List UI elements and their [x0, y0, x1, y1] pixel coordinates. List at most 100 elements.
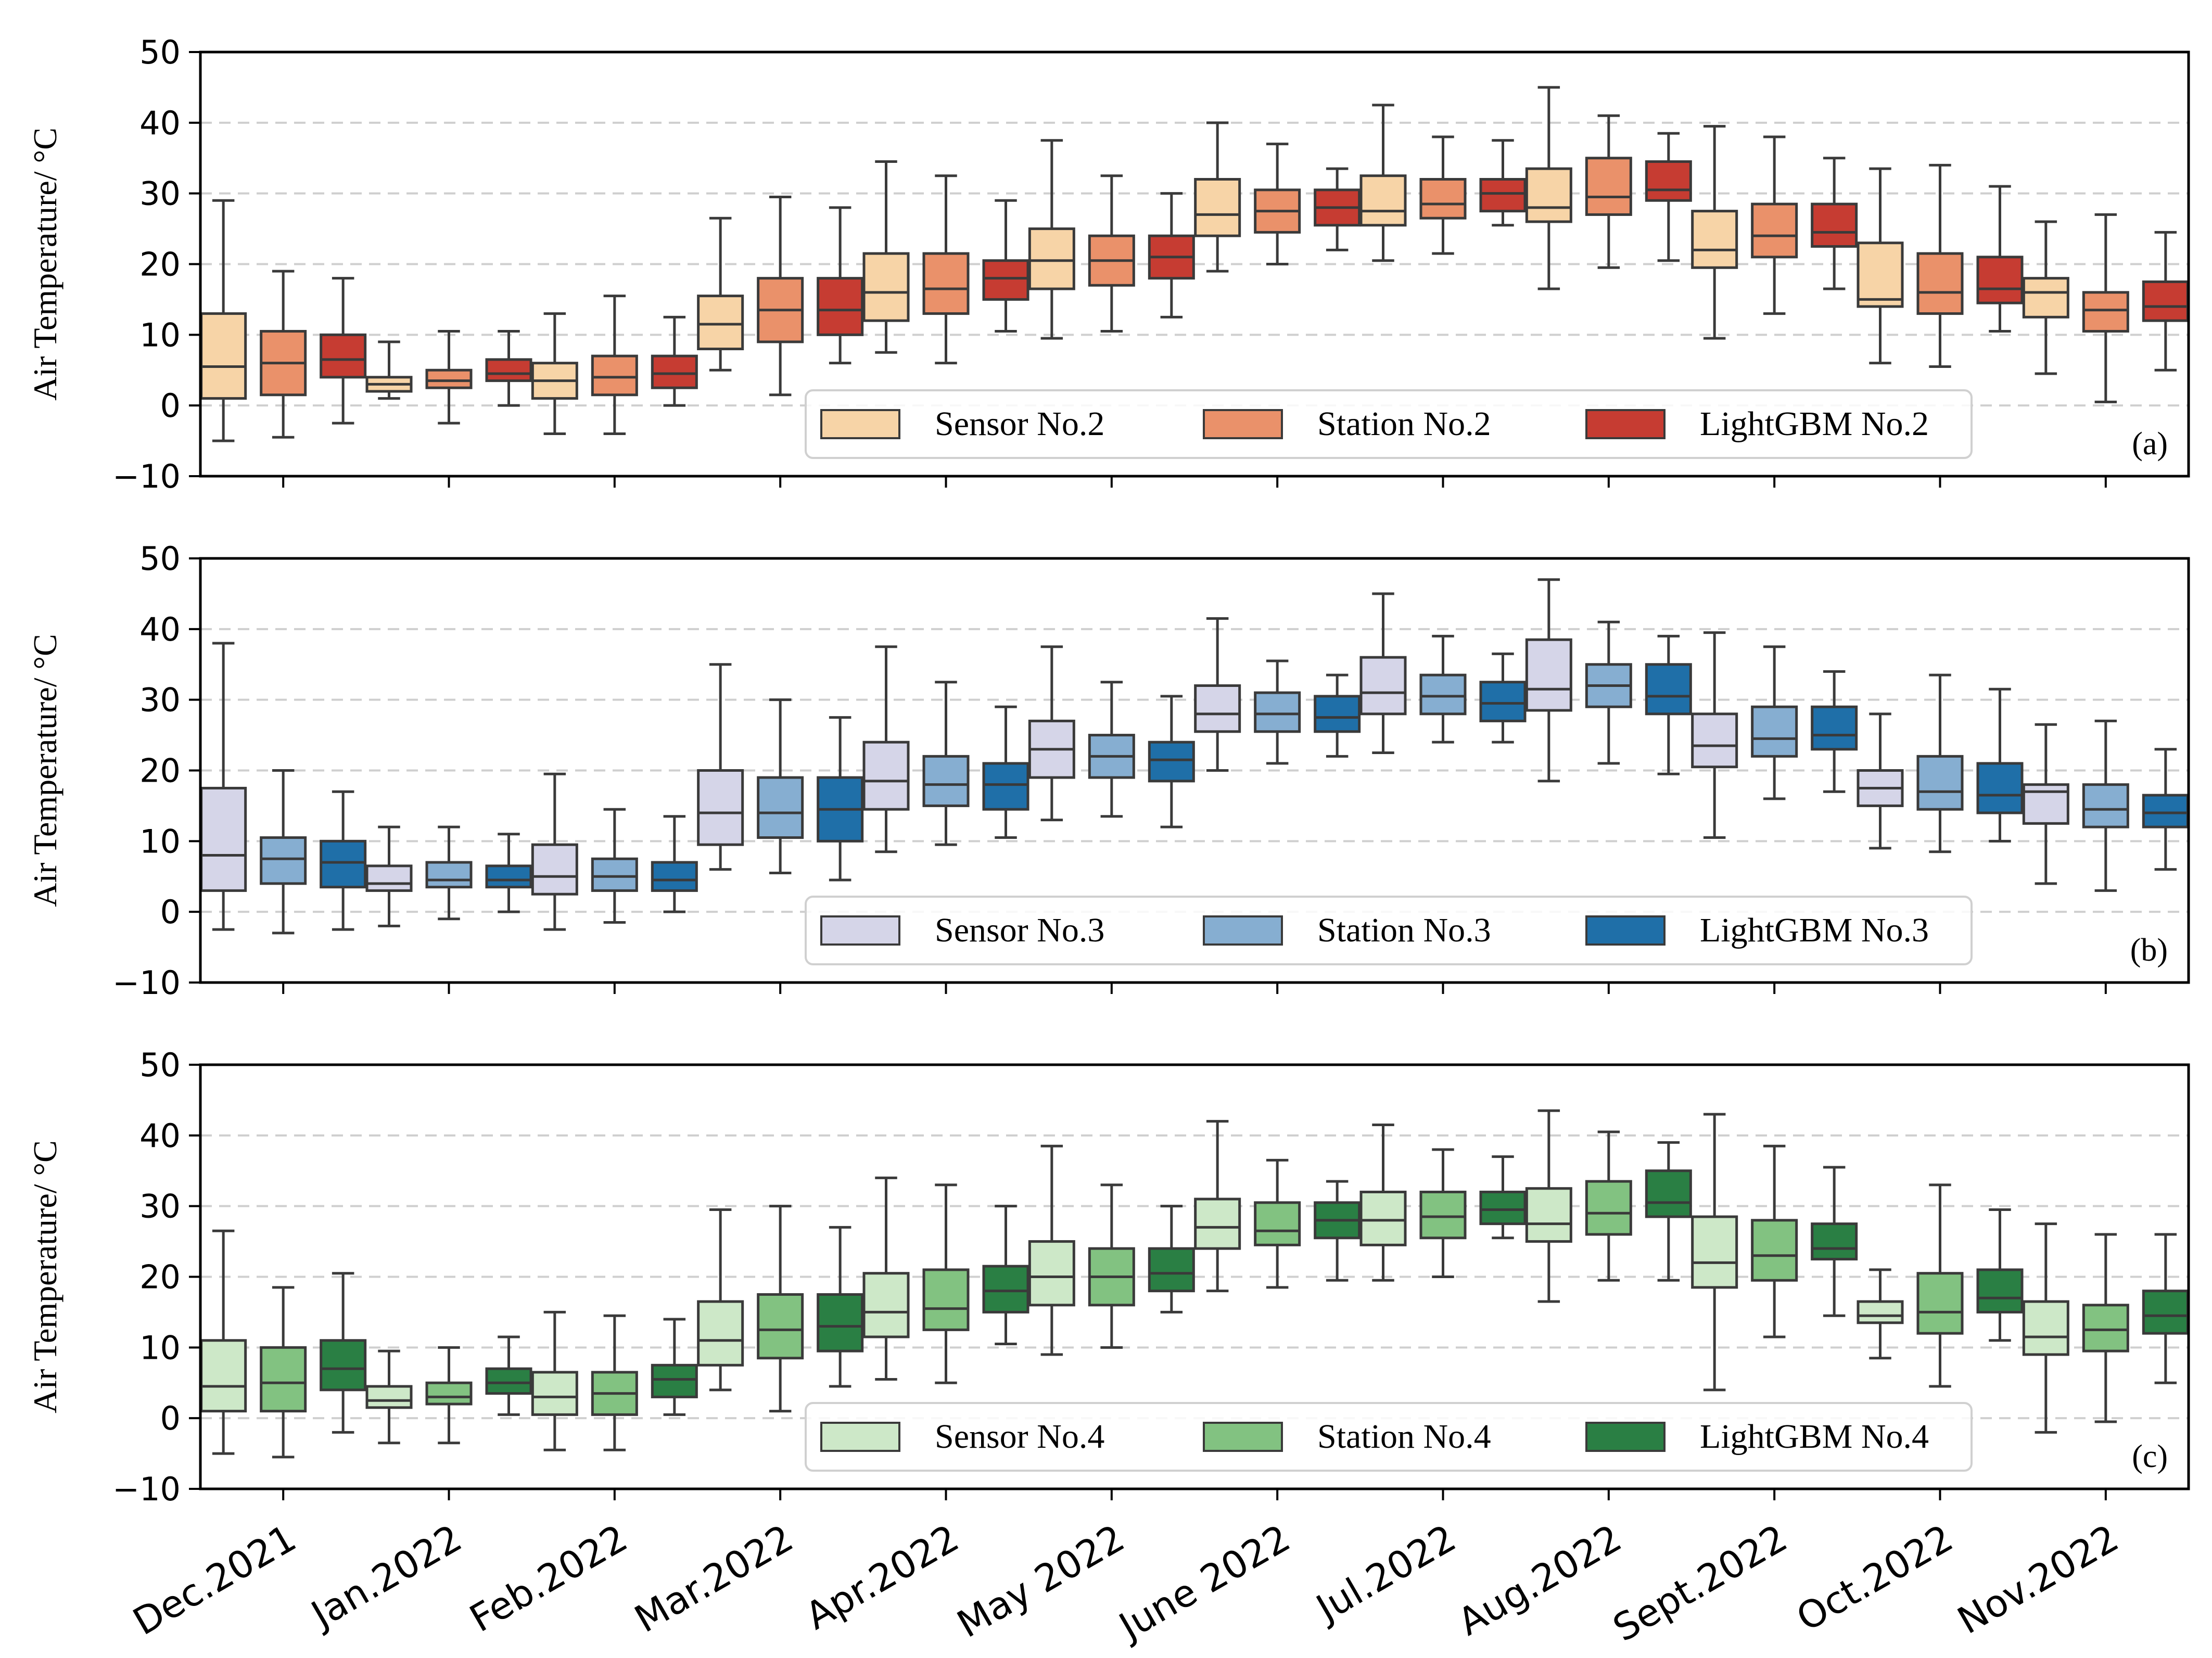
box-station-no-3-5	[1088, 681, 1135, 818]
y-tick-label: 30	[139, 681, 181, 719]
box-lightgbm-no-3-4	[982, 705, 1029, 839]
box-lightgbm-no-4-0	[320, 1272, 367, 1434]
box-body	[697, 769, 744, 846]
legend-swatch	[820, 409, 900, 439]
box-station-no-4-9	[1751, 1144, 1798, 1338]
box-body	[862, 1272, 910, 1338]
box-body	[1028, 227, 1075, 290]
box-lightgbm-no-2-7	[1479, 139, 1527, 227]
legend-label: Sensor No.3	[935, 911, 1104, 949]
y-axis-label: Air Temperature/ °C	[27, 127, 63, 401]
box-lightgbm-no-2-5	[1148, 192, 1195, 318]
box-body	[1479, 1191, 1527, 1226]
box-body	[697, 1300, 744, 1367]
box-lightgbm-no-3-7	[1479, 652, 1527, 744]
box-body	[1691, 210, 1738, 269]
box-station-no-4-5	[1088, 1183, 1135, 1349]
legend-label: Station No.3	[1317, 911, 1491, 949]
box-lightgbm-no-4-4	[982, 1205, 1029, 1346]
box-station-no-3-4	[922, 681, 970, 846]
box-sensor-no-2-0	[200, 199, 247, 442]
box-sensor-no-3-1	[365, 825, 413, 927]
box-body	[531, 1371, 578, 1416]
box-body	[651, 354, 698, 389]
box-body	[2082, 1304, 2129, 1353]
box-body	[200, 786, 247, 892]
plot-frame	[199, 557, 2190, 984]
box-station-no-3-9	[1751, 645, 1798, 800]
box-lightgbm-no-2-0	[320, 277, 367, 425]
box-body	[1857, 241, 1904, 308]
box-body	[982, 762, 1029, 811]
y-tick-label: −10	[112, 964, 181, 1002]
box-lightgbm-no-2-2	[651, 315, 698, 407]
panel-label: (b)	[2130, 933, 2168, 968]
y-axis-label: Air Temperature/ °C	[27, 634, 63, 907]
box-body	[1691, 1215, 1738, 1289]
box-body	[200, 312, 247, 400]
legend-swatch	[1585, 1422, 1666, 1452]
box-body	[1751, 705, 1798, 758]
box-sensor-no-2-7	[1359, 104, 1407, 262]
box-sensor-no-3-11	[2022, 723, 2069, 885]
box-body	[1314, 695, 1361, 733]
box-sensor-no-4-8	[1525, 1109, 1572, 1303]
box-sensor-no-3-5	[1028, 645, 1075, 822]
legend-frame	[805, 1402, 1973, 1472]
box-sensor-no-2-3	[697, 216, 744, 372]
box-station-no-3-0	[260, 769, 307, 935]
box-body	[1645, 663, 1692, 716]
box-lightgbm-no-3-0	[320, 790, 367, 931]
x-tick-label: Feb.2022	[462, 1516, 634, 1641]
box-body	[922, 755, 970, 807]
box-station-no-2-7	[1419, 135, 1467, 255]
box-lightgbm-no-3-6	[1314, 673, 1361, 758]
box-body	[1976, 256, 2024, 304]
box-body	[365, 1385, 413, 1409]
box-body	[1194, 178, 1241, 237]
y-tick-label: 30	[139, 175, 181, 213]
legend-frame	[805, 896, 1973, 965]
y-tick-label: 20	[139, 752, 181, 790]
legend-swatch	[1203, 409, 1283, 439]
box-body	[2142, 280, 2189, 322]
legend-label: Station No.4	[1317, 1418, 1491, 1456]
box-body	[1194, 1197, 1241, 1250]
box-sensor-no-4-11	[2022, 1222, 2069, 1434]
box-body	[320, 333, 367, 379]
box-body	[320, 839, 367, 889]
legend-frame	[805, 389, 1973, 459]
box-sensor-no-2-1	[365, 340, 413, 400]
box-sensor-no-2-9	[1691, 125, 1738, 340]
box-sensor-no-4-7	[1359, 1123, 1407, 1282]
box-body	[485, 864, 532, 889]
box-station-no-2-2	[591, 295, 638, 435]
box-body	[1585, 1180, 1632, 1236]
y-tick-label: 40	[139, 1117, 181, 1155]
box-body	[1916, 755, 1964, 811]
box-sensor-no-3-3	[697, 663, 744, 871]
box-lightgbm-no-4-5	[1148, 1205, 1195, 1313]
box-station-no-3-6	[1254, 659, 1301, 765]
box-station-no-3-10	[1916, 673, 1964, 853]
box-body	[485, 1367, 532, 1395]
box-lightgbm-no-2-8	[1645, 132, 1692, 262]
box-lightgbm-no-3-11	[2142, 748, 2189, 871]
box-body	[1254, 1201, 1301, 1246]
box-sensor-no-2-6	[1194, 121, 1241, 273]
box-body	[757, 776, 804, 839]
box-body	[1916, 252, 1964, 315]
legend-label: LightGBM No.2	[1700, 405, 1929, 443]
legend-label: Sensor No.2	[935, 405, 1104, 443]
box-body	[1585, 157, 1632, 216]
box-station-no-2-5	[1088, 174, 1135, 333]
box-station-no-4-8	[1585, 1130, 1632, 1282]
x-tick-label: Jul.2022	[1307, 1516, 1463, 1631]
box-lightgbm-no-3-8	[1645, 634, 1692, 775]
box-sensor-no-3-0	[200, 642, 247, 931]
legend-swatch	[820, 1422, 900, 1452]
box-station-no-3-1	[425, 825, 473, 921]
y-tick-label: 10	[139, 822, 181, 860]
box-body	[1691, 712, 1738, 769]
